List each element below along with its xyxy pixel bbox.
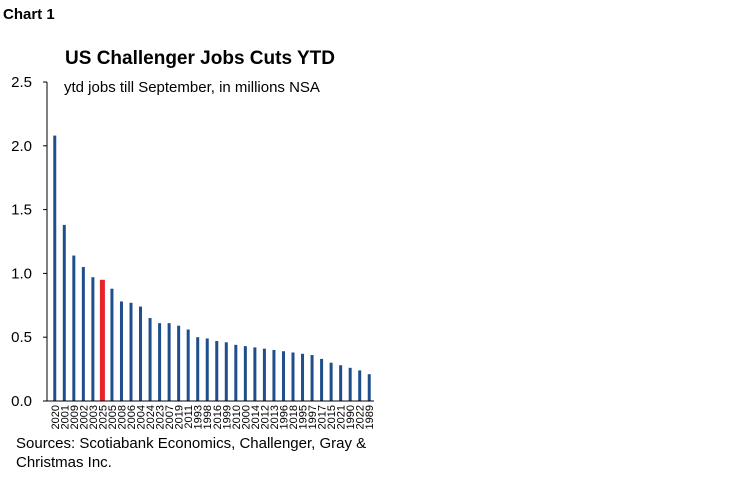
bar-1997 <box>310 355 314 401</box>
y-tick-label: 2.5 <box>11 74 32 91</box>
bar-2003 <box>91 277 95 401</box>
x-axis-labels: 2020200120092002200320252005200820062004… <box>50 405 376 429</box>
bar-2012 <box>262 348 266 401</box>
x-tick-label: 2002 <box>78 405 90 429</box>
x-tick-label: 1990 <box>345 405 357 429</box>
x-tick-label: 2024 <box>145 405 157 429</box>
x-tick-label: 2014 <box>250 405 262 429</box>
bar-2001 <box>62 224 66 401</box>
bar-2005 <box>110 288 114 401</box>
bar-1995 <box>301 353 305 401</box>
x-tick-label: 2001 <box>59 405 71 429</box>
x-tick-label: 2013 <box>269 405 281 429</box>
bar-2021 <box>339 365 343 401</box>
x-tick-label: 1995 <box>298 405 310 429</box>
bar-1996 <box>281 351 285 401</box>
bars <box>53 135 371 401</box>
bar-2017 <box>320 358 324 401</box>
bar-2013 <box>272 349 276 401</box>
y-axis-ticks: 2.5 2.0 1.5 1.0 0.5 0.0 <box>11 74 47 410</box>
x-tick-label: 2025 <box>97 405 109 429</box>
bar-2004 <box>139 306 143 401</box>
bar-2015 <box>329 362 333 401</box>
bar-2006 <box>129 302 133 401</box>
y-tick-label: 0.0 <box>11 393 32 410</box>
x-tick-label: 2016 <box>212 405 224 429</box>
y-tick-label: 0.5 <box>11 329 32 346</box>
x-tick-label: 1999 <box>221 405 233 429</box>
bar-2022 <box>358 370 362 401</box>
x-tick-label: 2018 <box>288 405 300 429</box>
bar-2009 <box>72 255 76 401</box>
x-tick-label: 2004 <box>136 405 148 429</box>
bar-2000 <box>243 346 247 401</box>
x-tick-label: 2007 <box>164 405 176 429</box>
x-tick-label: 2022 <box>355 405 367 429</box>
x-tick-label: 1993 <box>193 405 205 429</box>
bar-2011 <box>186 329 190 401</box>
bar-2002 <box>81 267 85 401</box>
x-tick-label: 2020 <box>50 405 62 429</box>
x-tick-label: 2005 <box>107 405 119 429</box>
x-tick-label: 2015 <box>326 405 338 429</box>
source-note: Sources: Scotiabank Economics, Challenge… <box>16 435 367 471</box>
x-tick-label: 2011 <box>183 405 195 429</box>
bar-2010 <box>234 344 238 401</box>
x-tick-label: 2003 <box>88 405 100 429</box>
x-tick-label: 1989 <box>364 405 376 429</box>
x-tick-label: 1996 <box>278 405 290 429</box>
chart-number-label: Chart 1 <box>3 6 55 23</box>
bar-1989 <box>367 374 371 401</box>
x-tick-label: 2023 <box>155 405 167 429</box>
x-tick-label: 1997 <box>307 405 319 429</box>
y-tick-label: 1.0 <box>11 265 32 282</box>
bar-2016 <box>215 341 219 401</box>
x-tick-label: 1998 <box>202 405 214 429</box>
x-tick-label: 2021 <box>336 405 348 429</box>
x-tick-label: 2012 <box>259 405 271 429</box>
bar-1990 <box>348 367 352 401</box>
x-tick-label: 2010 <box>231 405 243 429</box>
x-tick-label: 2006 <box>126 405 138 429</box>
y-tick-label: 2.0 <box>11 138 32 155</box>
bar-1999 <box>224 342 228 401</box>
bar-2023 <box>158 323 162 401</box>
bar-2014 <box>253 347 257 401</box>
x-tick-label: 2019 <box>174 405 186 429</box>
x-tick-label: 2008 <box>116 405 128 429</box>
bar-2020 <box>53 135 57 401</box>
x-tick-label: 2009 <box>69 405 81 429</box>
x-tick-label: 2017 <box>317 405 329 429</box>
x-tick-label: 2000 <box>240 405 252 429</box>
chart-title: US Challenger Jobs Cuts YTD <box>65 48 335 69</box>
bar-2018 <box>291 352 295 401</box>
y-tick-label: 1.5 <box>11 202 32 219</box>
bar-2025 <box>99 279 105 401</box>
bar-2008 <box>119 301 123 401</box>
bar-1993 <box>196 337 200 401</box>
bar-2019 <box>177 325 181 401</box>
chart-subtitle: ytd jobs till September, in millions NSA <box>64 79 320 96</box>
bar-2024 <box>148 318 152 401</box>
bar-2007 <box>167 323 171 401</box>
bar-1998 <box>205 338 209 401</box>
